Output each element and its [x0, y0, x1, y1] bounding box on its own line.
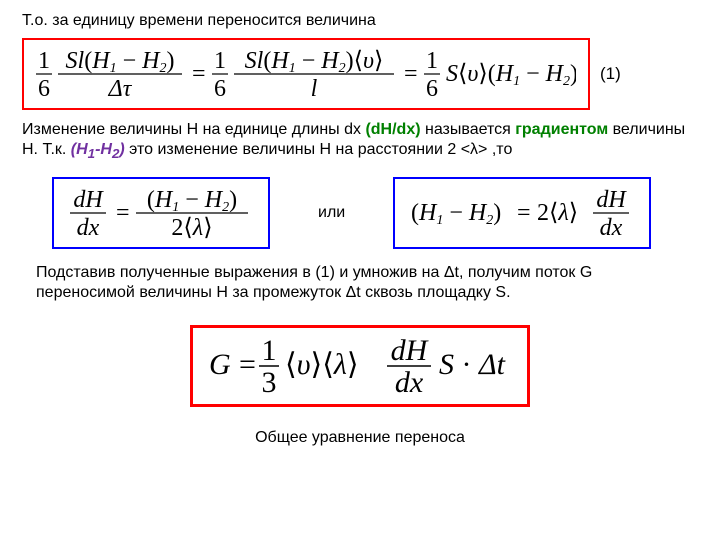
svg-text:Sl(H1 − H2): Sl(H1 − H2) — [66, 48, 175, 76]
svg-text:dH: dH — [391, 334, 430, 367]
svg-text:6: 6 — [214, 76, 226, 102]
intro-text: Т.о. за единицу времени переносится вели… — [22, 12, 698, 30]
equation-1-box: 1 6 Sl(H1 − H2) Δτ = 1 6 Sl(H1 − H2)⟨υ⟩ — [22, 38, 590, 110]
svg-text:dx: dx — [395, 366, 424, 398]
svg-text:S · Δt: S · Δt — [439, 348, 506, 381]
equation-2a: dH dx = (H1 − H2) 2⟨λ⟩ — [66, 185, 256, 241]
para1-h1h2: (H1-H2) — [71, 141, 125, 158]
svg-text:l: l — [311, 76, 318, 102]
para1-mid: называется — [421, 121, 516, 138]
equation-3-box: G = 1 3 ⟨υ⟩⟨λ⟩ dH dx S · Δt — [190, 325, 530, 407]
svg-text:=: = — [192, 61, 206, 87]
equation-2a-box: dH dx = (H1 − H2) 2⟨λ⟩ — [52, 177, 270, 249]
para1-dhdx: (dH/dx) — [365, 121, 420, 138]
svg-text:=: = — [404, 61, 418, 87]
svg-text:⟨υ⟩⟨λ⟩: ⟨υ⟩⟨λ⟩ — [285, 348, 359, 381]
svg-text:6: 6 — [38, 76, 50, 102]
page: Т.о. за единицу времени переносится вели… — [0, 0, 720, 540]
svg-text:1: 1 — [214, 48, 226, 74]
equation-2-row: dH dx = (H1 − H2) 2⟨λ⟩ или (H1 − H2) — [22, 177, 698, 249]
svg-text:2⟨λ⟩: 2⟨λ⟩ — [537, 200, 578, 226]
svg-text:3: 3 — [262, 366, 277, 398]
paragraph-1: Изменение величины H на единице длины dx… — [22, 120, 698, 163]
svg-text:Δτ: Δτ — [108, 76, 133, 102]
or-text: или — [318, 204, 345, 222]
caption-text: Общее уравнение переноса — [22, 429, 698, 447]
equation-1-label: (1) — [600, 64, 621, 84]
svg-text:2⟨λ⟩: 2⟨λ⟩ — [171, 215, 212, 241]
svg-text:G: G — [209, 348, 231, 381]
svg-text:1: 1 — [38, 48, 50, 74]
equation-1: 1 6 Sl(H1 − H2) Δτ = 1 6 Sl(H1 − H2)⟨υ⟩ — [36, 46, 576, 102]
svg-text:dx: dx — [77, 215, 100, 241]
svg-text:=: = — [517, 200, 531, 226]
svg-text:(H1 − H2): (H1 − H2) — [147, 187, 237, 215]
svg-text:dH: dH — [73, 187, 104, 213]
svg-text:Sl(H1 − H2)⟨υ⟩: Sl(H1 − H2)⟨υ⟩ — [245, 48, 384, 76]
svg-text:S⟨υ⟩(H1 − H2): S⟨υ⟩(H1 − H2) — [446, 61, 576, 89]
equation-1-row: 1 6 Sl(H1 − H2) Δτ = 1 6 Sl(H1 − H2)⟨υ⟩ — [22, 38, 698, 110]
equation-2b: (H1 − H2) = 2⟨λ⟩ dH dx — [407, 185, 637, 241]
equation-3-row: G = 1 3 ⟨υ⟩⟨λ⟩ dH dx S · Δt — [22, 325, 698, 407]
svg-text:dH: dH — [597, 187, 628, 213]
para1-gradient: градиентом — [515, 121, 608, 138]
para1-pre: Изменение величины H на единице длины dx — [22, 121, 365, 138]
equation-2b-box: (H1 − H2) = 2⟨λ⟩ dH dx — [393, 177, 651, 249]
svg-text:dx: dx — [600, 215, 623, 241]
svg-text:1: 1 — [262, 334, 277, 367]
svg-text:1: 1 — [426, 48, 438, 74]
svg-text:6: 6 — [426, 76, 438, 102]
svg-text:(H1 − H2): (H1 − H2) — [411, 200, 501, 228]
para1-tail: это изменение величины H на расстоянии 2… — [125, 141, 513, 158]
paragraph-2: Подставив полученные выражения в (1) и у… — [22, 263, 698, 303]
equation-3: G = 1 3 ⟨υ⟩⟨λ⟩ dH dx S · Δt — [205, 334, 515, 398]
svg-text:=: = — [116, 200, 130, 226]
svg-text:=: = — [239, 348, 256, 381]
